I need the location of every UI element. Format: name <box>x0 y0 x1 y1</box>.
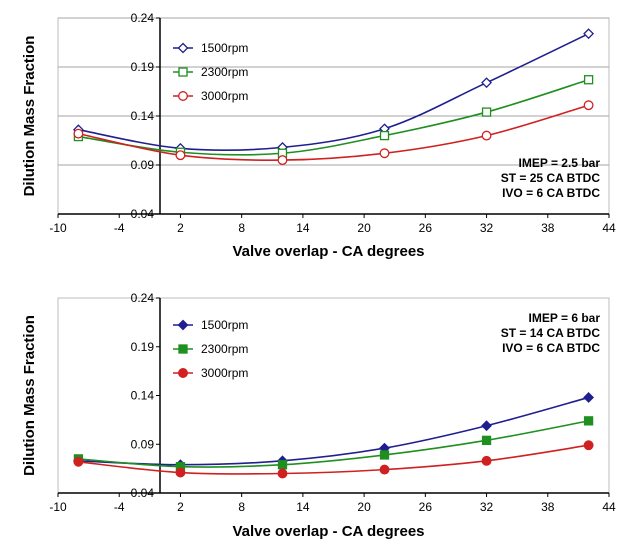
x-tick-label: 32 <box>480 500 494 514</box>
y-tick-label: 0.14 <box>131 389 155 403</box>
x-tick-label: 32 <box>480 221 494 235</box>
x-tick-label: 44 <box>602 500 616 514</box>
x-tick-label: -10 <box>49 221 67 235</box>
chart-2: 0.04 0.09 0.14 0.19 0.24 -10 -4 2 8 14 20 26 32 38 44 V… <box>21 291 616 540</box>
legend-label: 2300rpm <box>201 342 248 356</box>
x-tick-label: 44 <box>602 221 616 235</box>
data-point <box>73 128 84 139</box>
y-axis-label: Dilution Mass Fraction <box>21 315 38 476</box>
legend-label: 1500rpm <box>201 318 248 332</box>
annotation-text: ST = 25 CA BTDC <box>501 171 601 185</box>
data-point <box>481 130 492 141</box>
legend-label: 3000rpm <box>201 89 248 103</box>
annotation-text: IMEP = 6 bar <box>529 311 601 325</box>
y-tick-label: 0.24 <box>131 291 155 305</box>
x-tick-label: 8 <box>238 221 245 235</box>
x-tick-label: -4 <box>114 221 125 235</box>
x-axis-label: Valve overlap - CA degrees <box>232 243 424 260</box>
x-tick-label: 20 <box>357 221 371 235</box>
x-axis-label: Valve overlap - CA degrees <box>232 523 424 540</box>
series-line <box>78 104 589 161</box>
x-tick-label: 20 <box>357 500 371 514</box>
series-line <box>78 396 589 466</box>
x-tick-label: 8 <box>238 500 245 514</box>
legend-marker <box>177 42 189 54</box>
data-point <box>481 420 492 432</box>
x-tick-label: 14 <box>296 500 310 514</box>
data-point <box>481 107 492 117</box>
data-point <box>583 440 594 451</box>
data-point <box>481 77 492 89</box>
y-tick-label: 0.14 <box>131 109 155 123</box>
legend-marker <box>177 319 189 331</box>
x-tick-label: 2 <box>177 500 184 514</box>
series-line <box>78 78 589 156</box>
y-tick-label: 0.09 <box>131 158 155 172</box>
data-point <box>379 464 390 475</box>
data-point <box>379 148 390 159</box>
y-tick-label: 0.19 <box>131 60 155 74</box>
series-3000rpm <box>73 100 594 166</box>
legend-marker <box>178 67 188 77</box>
series-3000rpm <box>73 440 594 479</box>
series-line <box>78 444 589 475</box>
data-point <box>481 455 492 466</box>
y-tick-label: 0.24 <box>131 11 155 25</box>
x-tick-label: 26 <box>419 500 433 514</box>
data-point <box>73 456 84 467</box>
legend-label: 3000rpm <box>201 366 248 380</box>
x-tick-label: 2 <box>177 221 184 235</box>
y-tick-label: 0.04 <box>131 207 155 221</box>
x-tick-label: -10 <box>49 500 67 514</box>
data-point <box>277 155 288 166</box>
legend-label: 2300rpm <box>201 65 248 79</box>
data-point <box>583 416 594 426</box>
annotation-text: IVO = 6 CA BTDC <box>502 186 600 200</box>
data-point <box>379 130 390 141</box>
data-point <box>175 467 186 478</box>
y-axis-label: Dilution Mass Fraction <box>21 36 38 197</box>
annotation-text: IVO = 6 CA BTDC <box>502 341 600 355</box>
data-point <box>277 468 288 479</box>
x-tick-label: 14 <box>296 221 310 235</box>
series-line <box>78 32 589 152</box>
chart-1: 0.04 0.09 0.14 0.19 0.24 -10 -4 2 8 14 20 26 32 38 44 V… <box>21 11 616 260</box>
data-point <box>277 460 288 470</box>
x-tick-label: 38 <box>541 221 555 235</box>
annotation-text: IMEP = 2.5 bar <box>519 156 601 170</box>
y-tick-label: 0.19 <box>131 340 155 354</box>
x-tick-label: 38 <box>541 500 555 514</box>
data-point <box>583 392 595 403</box>
data-point <box>175 150 186 161</box>
y-tick-label: 0.04 <box>131 486 155 500</box>
data-point <box>481 435 492 446</box>
data-point <box>379 450 390 460</box>
y-tick-label: 0.09 <box>131 437 155 451</box>
data-point <box>583 75 594 85</box>
legend-marker <box>178 368 188 378</box>
data-point <box>583 28 595 40</box>
x-tick-label: 26 <box>419 221 433 235</box>
legend-label: 1500rpm <box>201 41 248 55</box>
annotation-text: ST = 14 CA BTDC <box>501 326 601 340</box>
series-line <box>78 420 589 468</box>
legend-marker <box>178 344 188 354</box>
data-point <box>583 100 594 111</box>
x-tick-label: -4 <box>114 500 125 514</box>
legend-marker <box>178 91 188 101</box>
